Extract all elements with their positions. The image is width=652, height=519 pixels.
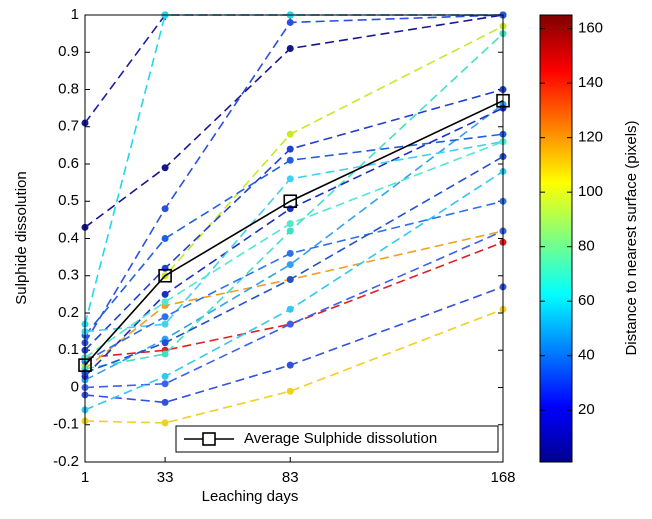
point: [161, 290, 169, 298]
x-tick-label: 83: [282, 469, 299, 486]
y-tick-label: 1: [71, 6, 79, 23]
colorbar-tick-label: 40: [578, 347, 595, 364]
series-line: [84, 230, 504, 370]
point: [286, 156, 294, 164]
y-tick-label: 0.8: [58, 80, 79, 97]
plot-area: [85, 15, 503, 462]
series-line: [84, 88, 504, 351]
point: [286, 387, 294, 395]
series-line: [84, 286, 504, 404]
series-line: [84, 170, 504, 411]
point: [161, 298, 169, 306]
series-line: [84, 155, 504, 374]
y-tick-label: 0.6: [58, 155, 79, 172]
y-tick-label: -0.2: [53, 453, 79, 470]
point: [286, 145, 294, 153]
colorbar-tick-label: 140: [578, 74, 603, 91]
colorbar-tick-label: 120: [578, 129, 603, 146]
colorbar-tick-label: 160: [578, 20, 603, 37]
legend-marker: [202, 432, 216, 446]
series-line: [84, 14, 504, 344]
y-tick-label: 0.1: [58, 341, 79, 358]
series-line: [84, 140, 504, 333]
point: [161, 398, 169, 406]
average-marker: [283, 194, 298, 209]
series-line: [84, 140, 504, 359]
series-line: [84, 133, 504, 336]
y-axis-label: Sulphide dissolution: [13, 171, 30, 304]
point: [161, 350, 169, 358]
point: [286, 45, 294, 53]
point: [286, 175, 294, 183]
colorbar-tick-label: 20: [578, 401, 595, 418]
point: [161, 339, 169, 347]
y-tick-label: 0.9: [58, 43, 79, 60]
y-tick-label: 0.3: [58, 267, 79, 284]
x-axis-label: Leaching days: [202, 488, 299, 505]
y-tick-label: 0.5: [58, 192, 79, 209]
x-tick-label: 1: [81, 469, 89, 486]
point: [286, 220, 294, 228]
x-tick-label: 33: [157, 469, 174, 486]
y-tick-label: 0.7: [58, 118, 79, 135]
legend-label: Average Sulphide dissolution: [244, 430, 437, 447]
average-marker: [158, 268, 172, 283]
colorbar-tick-label: 100: [578, 183, 603, 200]
series-line: [84, 103, 504, 381]
plot-frame: [84, 14, 504, 463]
y-tick-label: -0.1: [53, 416, 79, 433]
y-tick-label: 0.4: [58, 229, 79, 246]
point: [286, 130, 294, 138]
y-tick-label: 0: [71, 378, 79, 395]
point: [286, 249, 294, 257]
colorbar: [539, 14, 573, 463]
colorbar-tick-label: 60: [578, 292, 595, 309]
point: [286, 227, 294, 235]
point: [161, 205, 169, 213]
colorbar-label: Distance to nearest surface (pixels): [623, 120, 640, 355]
point: [286, 275, 294, 283]
point: [161, 372, 169, 380]
point: [161, 313, 169, 321]
colorbar-tick-label: 80: [578, 238, 595, 255]
point: [161, 264, 169, 272]
point: [161, 164, 169, 172]
y-tick-label: 0.2: [58, 304, 79, 321]
point: [286, 18, 294, 26]
point: [161, 380, 169, 388]
x-tick-label: 168: [490, 469, 515, 486]
point: [286, 361, 294, 369]
point: [286, 205, 294, 213]
point: [286, 261, 294, 269]
point: [286, 305, 294, 313]
series-line: [84, 241, 504, 359]
point: [161, 320, 169, 328]
series-line: [84, 99, 504, 366]
point: [286, 320, 294, 328]
point: [161, 235, 169, 242]
point: [161, 419, 169, 427]
series-line: [84, 200, 504, 363]
series-line: [84, 308, 504, 424]
series-line: [84, 33, 504, 370]
series-line: [84, 14, 504, 228]
